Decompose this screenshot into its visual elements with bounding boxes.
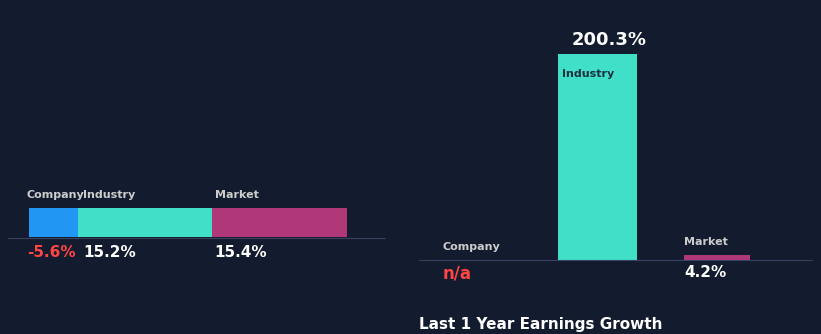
Text: Market: Market: [214, 190, 259, 200]
Text: 200.3%: 200.3%: [571, 31, 647, 49]
Text: n/a: n/a: [443, 265, 471, 283]
Text: 4.2%: 4.2%: [685, 265, 727, 280]
Text: -5.6%: -5.6%: [26, 245, 76, 260]
Text: Company: Company: [443, 241, 500, 252]
Text: Last 1 Year Earnings Growth: Last 1 Year Earnings Growth: [419, 317, 663, 332]
Text: Industry: Industry: [562, 69, 614, 79]
Text: Market: Market: [685, 237, 728, 247]
Bar: [558, 54, 637, 260]
Text: Company: Company: [26, 190, 85, 200]
Bar: [30, 208, 79, 236]
Text: 15.2%: 15.2%: [83, 245, 135, 260]
Bar: [212, 208, 347, 236]
Text: 15.4%: 15.4%: [214, 245, 267, 260]
Text: Industry: Industry: [83, 190, 135, 200]
Bar: [79, 208, 212, 236]
Bar: [685, 256, 750, 260]
